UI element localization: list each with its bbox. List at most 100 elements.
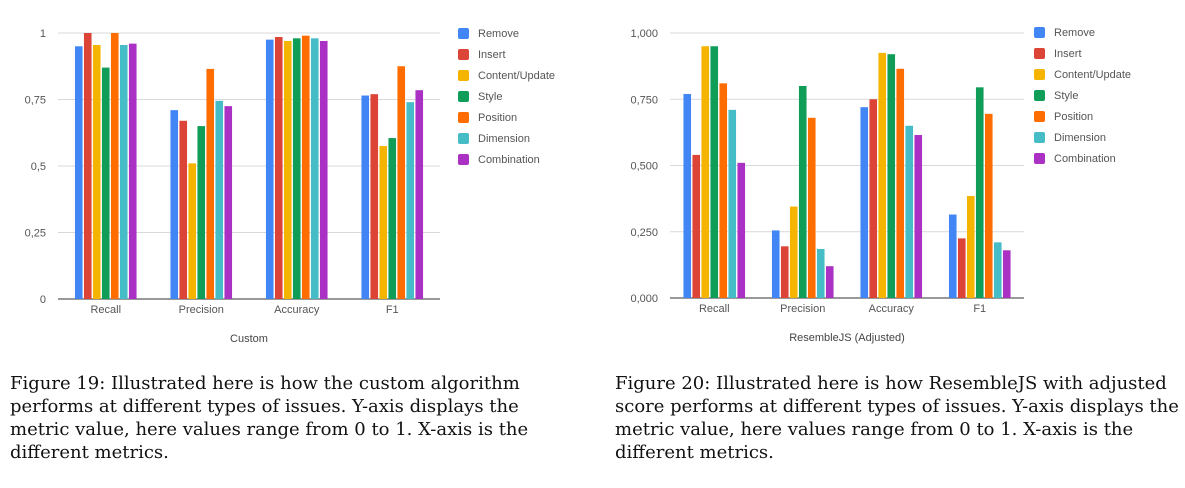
legend-label: Style [1054, 90, 1078, 102]
x-category-label: Accuracy [274, 304, 320, 316]
y-tick-label: 0,500 [630, 161, 658, 173]
legend-label: Style [478, 91, 502, 103]
bar-recall-position [719, 83, 728, 298]
y-tick-label: 1 [40, 28, 46, 40]
y-tick-label: 0,5 [31, 161, 46, 173]
bar-f1-dimension [993, 242, 1002, 298]
x-category-label: Accuracy [869, 303, 915, 315]
legend-swatch [458, 112, 469, 123]
legend-swatch [458, 154, 469, 165]
bar-f1-position [984, 113, 993, 298]
x-category-label: Precision [780, 303, 825, 315]
bar-precision-insert [780, 246, 789, 298]
chart-resemblejs: 0,000 0,250 0,500 0,750 1,000 Recall Precision… [598, 0, 1185, 360]
legend-label: Combination [478, 154, 540, 166]
figure-20-caption: Figure 20: Illustrated here is how Resem… [615, 373, 1179, 463]
legend-label: Position [478, 112, 517, 124]
bar-f1-insert [370, 94, 379, 300]
chart-custom-svg: 0 0,25 0,5 0,75 1 Recall Precision Accuracy F1 Cu… [25, 28, 555, 345]
legend-swatch [1034, 153, 1045, 164]
bar-f1-style [388, 138, 397, 299]
bar-accuracy-content-update [283, 40, 292, 299]
bar-accuracy-style [887, 54, 896, 299]
legend-label: Remove [478, 28, 519, 40]
legend-label: Remove [1054, 27, 1095, 39]
bar-accuracy-combination [914, 135, 923, 298]
bar-accuracy-remove [860, 107, 869, 298]
legend-swatch [458, 28, 469, 39]
legend-swatch [1034, 90, 1045, 101]
legend-label: Position [1054, 111, 1093, 123]
bar-precision-remove [170, 110, 179, 299]
bar-accuracy-insert [869, 99, 878, 298]
y-tick-label: 0 [40, 294, 46, 306]
x-category-label: F1 [973, 303, 986, 315]
bar-accuracy-combination [319, 40, 328, 299]
bar-f1-combination [1002, 250, 1011, 298]
bar-precision-insert [179, 120, 188, 299]
x-axis-title: ResembleJS (Adjusted) [789, 332, 905, 344]
x-category-label: Recall [699, 303, 730, 315]
y-tick-label: 1,000 [630, 28, 658, 40]
y-tick-label: 0,000 [630, 293, 658, 305]
y-tick-label: 0,75 [25, 95, 46, 107]
bar-f1-content-update [379, 146, 388, 299]
legend-label: Insert [478, 49, 506, 61]
bar-accuracy-dimension [905, 125, 914, 298]
bar-f1-content-update [966, 195, 975, 298]
legend-swatch [458, 49, 469, 60]
bar-accuracy-insert [274, 36, 283, 300]
legend-label: Content/Update [1054, 69, 1131, 81]
bar-recall-combination [128, 43, 137, 299]
bar-recall-content-update [92, 44, 101, 299]
x-category-label: Precision [179, 304, 224, 316]
bar-recall-remove [74, 46, 83, 299]
bar-f1-combination [415, 90, 424, 299]
bar-recall-insert [83, 33, 92, 299]
legend-label: Dimension [1054, 132, 1106, 144]
bar-precision-content-update [188, 163, 197, 299]
bar-recall-combination [737, 162, 746, 298]
y-tick-label: 0,25 [25, 228, 46, 240]
bar-precision-remove [771, 230, 780, 298]
bar-accuracy-content-update [878, 52, 887, 298]
bar-f1-position [397, 66, 406, 299]
bar-precision-content-update [789, 206, 798, 298]
bar-precision-dimension [816, 248, 825, 298]
x-category-label: Recall [90, 304, 121, 316]
legend-swatch [458, 70, 469, 81]
x-category-label: F1 [386, 304, 399, 316]
legend-label: Combination [1054, 153, 1116, 165]
bar-precision-position [206, 68, 215, 299]
bar-accuracy-position [896, 68, 905, 299]
bar-precision-position [807, 117, 816, 298]
legend-swatch [1034, 111, 1045, 122]
bar-precision-combination [825, 266, 834, 298]
bar-precision-dimension [215, 100, 224, 299]
legend-swatch [1034, 132, 1045, 143]
bar-f1-style [975, 87, 984, 298]
bar-recall-dimension [728, 109, 737, 298]
bar-recall-insert [692, 154, 701, 298]
y-tick-label: 0,250 [630, 227, 658, 239]
legend-swatch [1034, 48, 1045, 59]
legend-swatch [1034, 27, 1045, 38]
legend-swatch [1034, 69, 1045, 80]
legend-swatch [458, 133, 469, 144]
x-axis-title: Custom [230, 333, 268, 345]
bar-accuracy-remove [265, 39, 274, 300]
bar-accuracy-style [292, 38, 301, 299]
legend-label: Dimension [478, 133, 530, 145]
bar-recall-dimension [119, 44, 128, 299]
figure-19-caption: Figure 19: Illustrated here is how the c… [10, 373, 529, 463]
bar-f1-remove [948, 214, 957, 298]
legend-label: Insert [1054, 48, 1082, 60]
bar-accuracy-position [301, 35, 310, 299]
chart-custom: 0 0,25 0,5 0,75 1 Recall Precision Accuracy F1 Cu… [0, 0, 590, 360]
bar-recall-style [101, 67, 110, 299]
bar-precision-style [798, 86, 807, 298]
chart-resemblejs-svg: 0,000 0,250 0,500 0,750 1,000 Recall Precision… [630, 27, 1131, 344]
bar-f1-dimension [406, 102, 415, 299]
bar-recall-position [110, 33, 119, 299]
bar-recall-style [710, 46, 719, 298]
